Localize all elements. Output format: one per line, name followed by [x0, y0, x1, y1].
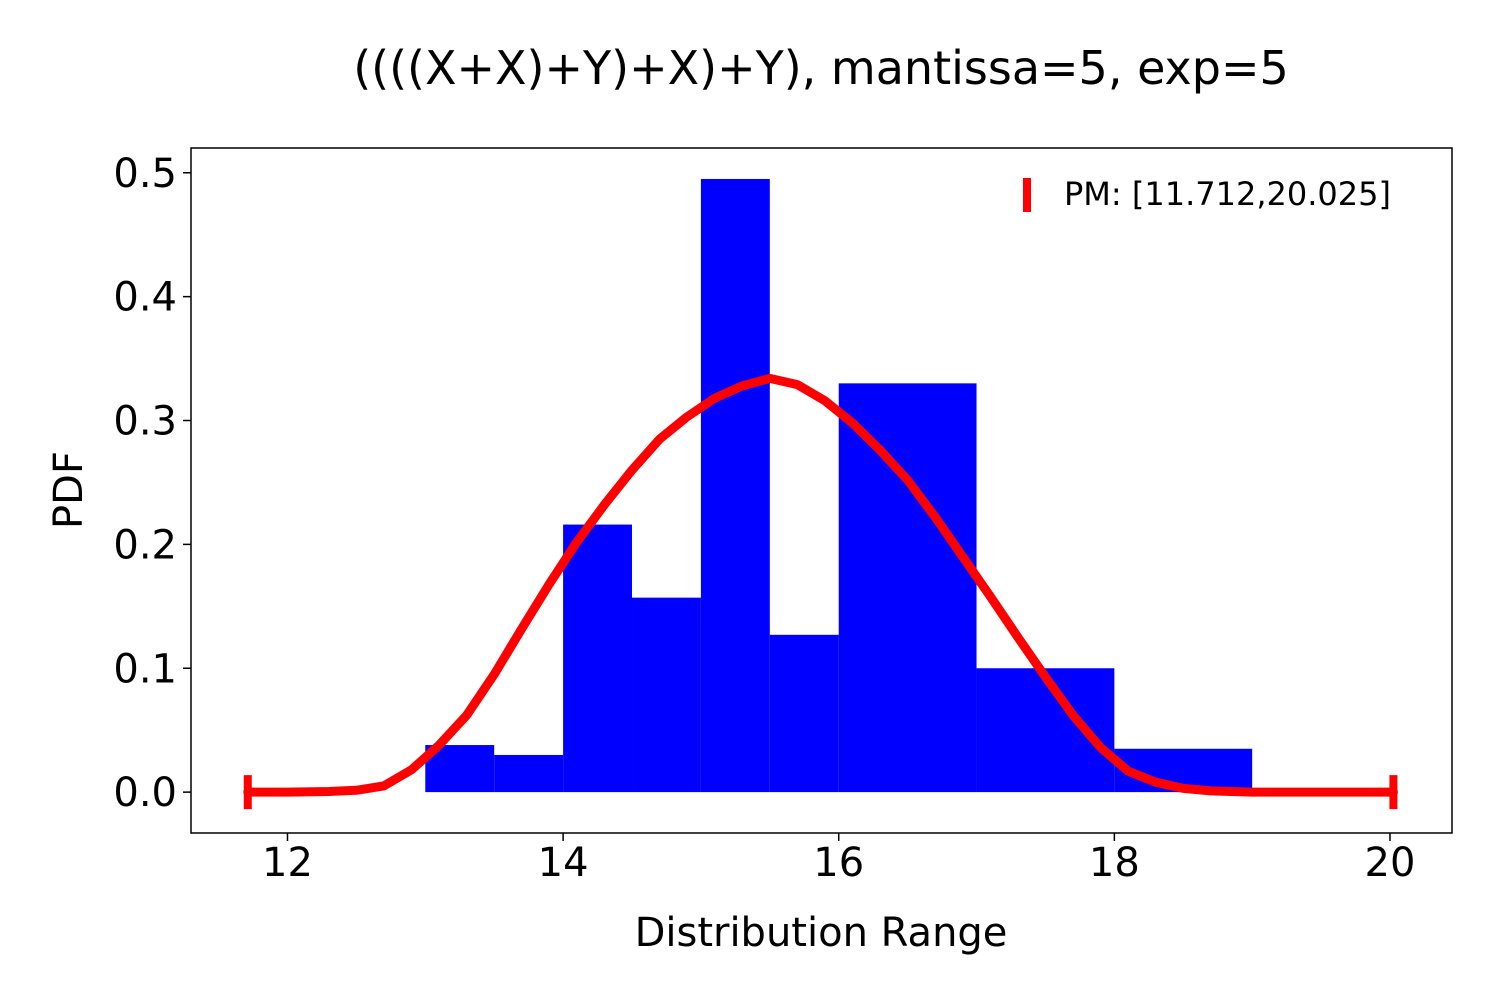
histogram-bar-6: [838, 383, 977, 793]
x-tick-label: 12: [262, 840, 313, 886]
pdf-curve-line: [243, 373, 1398, 797]
histogram-bar-5: [769, 634, 839, 793]
x-tick-label: 18: [1089, 840, 1140, 886]
x-tick-label: 14: [538, 840, 589, 886]
x-axis-label: Distribution Range: [635, 910, 1008, 956]
y-axis-ticks: 0.0 0.1 0.2 0.3 0.4 0.5: [113, 151, 191, 816]
y-tick-label: 0.3: [113, 399, 177, 445]
y-axis-label: PDF: [46, 451, 92, 529]
x-tick-label: 20: [1365, 840, 1416, 886]
legend-label: PM: [11.712,20.025]: [1064, 175, 1391, 213]
y-tick-label: 0.0: [113, 770, 177, 816]
plot-frame: [190, 147, 1453, 834]
x-axis-ticks: 12 14 16 18 20: [262, 833, 1415, 886]
histogram-bar-3: [632, 597, 701, 793]
histogram-bar-2: [563, 524, 633, 793]
y-tick-label: 0.2: [113, 522, 177, 568]
pdf-curve: [243, 373, 1398, 810]
y-tick-label: 0.1: [113, 646, 177, 692]
legend: PM: [11.712,20.025]: [1023, 175, 1391, 213]
histogram-bar-7: [976, 668, 1115, 793]
y-tick-label: 0.5: [113, 151, 177, 197]
histogram-bar-1: [494, 754, 564, 793]
y-tick-label: 0.4: [113, 275, 177, 321]
chart-title: ((((X+X)+Y)+X)+Y), mantissa=5, exp=5: [353, 41, 1289, 95]
histogram-bar-4: [700, 178, 770, 793]
histogram-bars: [425, 178, 1253, 793]
x-tick-label: 16: [813, 840, 864, 886]
